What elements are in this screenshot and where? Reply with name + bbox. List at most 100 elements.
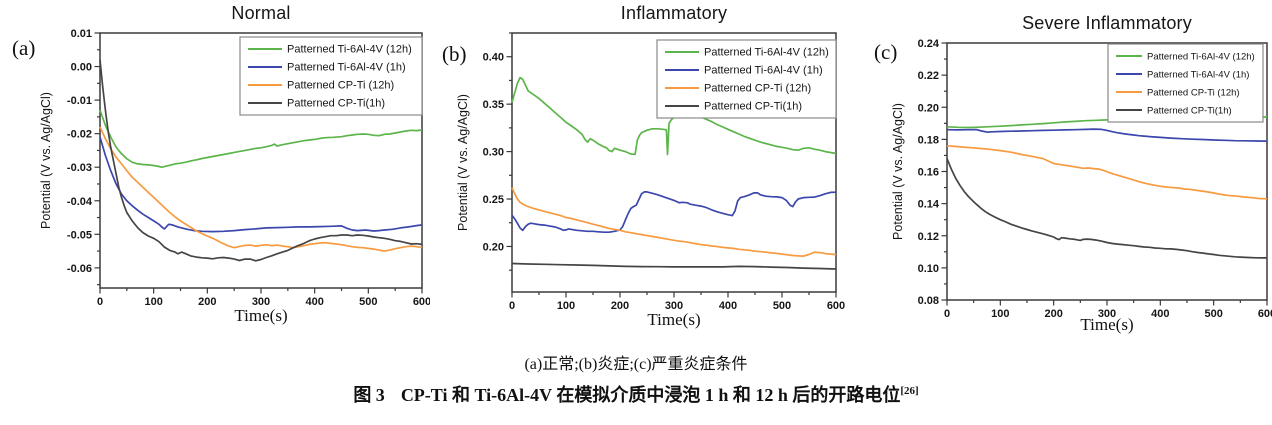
- svg-text:0: 0: [944, 308, 950, 320]
- plot-frame: [99, 32, 423, 289]
- svg-text:-0.02: -0.02: [67, 129, 92, 141]
- svg-text:400: 400: [305, 296, 323, 308]
- tick-labels: 0 100 200 300 400 500 600 0.20 0.25 0.30 0.35 0.40: [483, 52, 846, 312]
- legend-label-ti64-12h: Patterned Ti-6Al-4V (12h): [704, 47, 829, 59]
- panel-label-b: (b): [442, 42, 467, 66]
- svg-text:0.40: 0.40: [483, 52, 504, 64]
- legend: Patterned Ti-6Al-4V (12h) Patterned Ti-6A…: [1107, 43, 1264, 123]
- citation-ref: [26]: [900, 385, 919, 397]
- legend: Patterned Ti-6Al-4V (12h) Patterned Ti-6A…: [656, 39, 837, 119]
- svg-text:0.16: 0.16: [918, 167, 939, 179]
- tick-labels: 0 100 200 300 400 500 600 0.08 0.10 0.12 0.14 0.16 0…: [918, 38, 1272, 320]
- chart-b-canvas: 0 100 200 300 400 500 600 0.20 0.25 0.30 0.35 0.40 P…: [456, 32, 846, 329]
- panel-b: (b) Inflammatory 0 100 200 300 400 500 600 0.20…: [430, 0, 860, 345]
- series-cpti-1h: [99, 59, 423, 262]
- svg-text:300: 300: [1098, 308, 1116, 320]
- series-ti64-12h: [99, 109, 423, 169]
- svg-text:500: 500: [359, 296, 377, 308]
- legend-label-cpti-1h: Patterned CP-Ti(1h): [704, 101, 802, 113]
- series-ti64-1h: [946, 128, 1268, 142]
- legend-label-cpti-1h: Patterned CP-Ti(1h): [287, 98, 385, 110]
- svg-text:100: 100: [557, 300, 575, 312]
- panel-a: (a) Normal 0 100 200 300 400 500 600 -0.06 -0.05…: [0, 0, 430, 345]
- svg-text:400: 400: [719, 300, 737, 312]
- svg-text:0.18: 0.18: [918, 134, 939, 146]
- subcaption: (a)正常;(b)炎症;(c)严重炎症条件: [524, 356, 748, 373]
- series-cpti-1h: [946, 158, 1267, 259]
- chart-title-c: Severe Inflammatory: [1022, 13, 1192, 33]
- chart-c-canvas: 0 100 200 300 400 500 600 0.08 0.10 0.12 0.14 0.16 0…: [891, 38, 1272, 334]
- series-ti64-1h: [99, 136, 423, 233]
- svg-text:0.20: 0.20: [918, 102, 939, 114]
- figure-caption-text: CP-Ti 和 Ti-6Al-4V 在模拟介质中浸泡 1 h 和 12 h 后的…: [400, 385, 901, 405]
- svg-text:0.01: 0.01: [71, 28, 92, 40]
- svg-text:200: 200: [198, 296, 216, 308]
- series-group: [99, 59, 423, 262]
- series-cpti-12h: [511, 187, 837, 257]
- svg-text:200: 200: [1044, 308, 1062, 320]
- svg-text:600: 600: [1258, 308, 1272, 320]
- svg-text:0: 0: [509, 300, 515, 312]
- series-ti64-1h: [511, 191, 837, 234]
- svg-text:500: 500: [1204, 308, 1222, 320]
- svg-text:0.12: 0.12: [918, 231, 939, 243]
- svg-text:-0.04: -0.04: [67, 196, 93, 208]
- chart-a-canvas: 0 100 200 300 400 500 600 -0.06 -0.05 -0.04 -0.03 -…: [39, 28, 430, 325]
- svg-text:-0.05: -0.05: [67, 229, 92, 241]
- series-cpti-1h: [511, 262, 837, 270]
- svg-text:400: 400: [1151, 308, 1169, 320]
- legend: Patterned Ti-6Al-4V (12h) Patterned Ti-6A…: [239, 36, 423, 116]
- series-group: [946, 116, 1268, 259]
- figure-number: 图 3: [353, 385, 385, 405]
- svg-text:0.20: 0.20: [483, 241, 504, 253]
- svg-text:0.08: 0.08: [918, 295, 939, 307]
- svg-text:0.22: 0.22: [918, 70, 939, 82]
- panel-label-a: (a): [12, 36, 36, 60]
- legend-label-cpti-12h: Patterned CP-Ti (12h): [704, 83, 811, 95]
- chart-title-b: Inflammatory: [620, 3, 728, 23]
- x-axis-label: Time(s): [1080, 315, 1133, 334]
- svg-text:-0.03: -0.03: [67, 162, 92, 174]
- svg-text:200: 200: [611, 300, 629, 312]
- legend-label-cpti-1h: Patterned CP-Ti(1h): [1147, 106, 1232, 117]
- panel-c: (c) Severe Inflammatory 0 100 200 300 400 500…: [860, 0, 1272, 345]
- series-ti64-12h: [511, 76, 837, 156]
- svg-text:300: 300: [252, 296, 270, 308]
- legend-label-cpti-12h: Patterned CP-Ti (12h): [287, 80, 394, 92]
- svg-text:-0.01: -0.01: [67, 95, 92, 107]
- svg-text:0: 0: [97, 296, 103, 308]
- svg-text:600: 600: [413, 296, 430, 308]
- series-group: [511, 76, 837, 270]
- x-axis-label: Time(s): [647, 310, 700, 329]
- legend-label-ti64-1h: Patterned Ti-6Al-4V (1h): [704, 65, 823, 77]
- plot-frame: [511, 32, 837, 293]
- charts-row: (a) Normal 0 100 200 300 400 500 600 -0.06 -0.05…: [0, 0, 1272, 345]
- svg-text:0.00: 0.00: [71, 62, 92, 74]
- svg-text:600: 600: [827, 300, 845, 312]
- svg-text:100: 100: [144, 296, 162, 308]
- y-axis-label: Potential (V vs. Ag/AgCl): [39, 92, 53, 229]
- legend-label-ti64-12h: Patterned Ti-6Al-4V (12h): [287, 44, 412, 56]
- y-axis-label: Potential (V vs. Ag/AgCl): [456, 94, 470, 231]
- svg-text:100: 100: [991, 308, 1009, 320]
- svg-text:0.10: 0.10: [918, 263, 939, 275]
- plot-frame: [946, 42, 1268, 301]
- y-axis-label: Potential (V vs. Ag/AgCl): [891, 103, 905, 240]
- series-cpti-12h: [946, 144, 1268, 200]
- legend-label-ti64-1h: Patterned Ti-6Al-4V (1h): [287, 62, 406, 74]
- svg-text:0.14: 0.14: [918, 199, 940, 211]
- panel-label-c: (c): [874, 40, 898, 64]
- svg-text:500: 500: [773, 300, 791, 312]
- legend-label-ti64-12h: Patterned Ti-6Al-4V (12h): [1147, 52, 1255, 63]
- tick-labels: 0 100 200 300 400 500 600 -0.06 -0.05 -0.04 -0.03 -…: [67, 28, 430, 308]
- legend-label-ti64-1h: Patterned Ti-6Al-4V (1h): [1147, 70, 1249, 81]
- svg-text:300: 300: [665, 300, 683, 312]
- series-cpti-12h: [99, 126, 423, 252]
- svg-text:0.24: 0.24: [918, 38, 940, 50]
- chart-title-a: Normal: [231, 3, 291, 23]
- x-axis-label: Time(s): [234, 306, 287, 325]
- svg-text:0.35: 0.35: [483, 99, 504, 111]
- figure-caption: 图 3 CP-Ti 和 Ti-6Al-4V 在模拟介质中浸泡 1 h 和 12 h…: [0, 381, 1272, 407]
- svg-text:0.25: 0.25: [483, 194, 504, 206]
